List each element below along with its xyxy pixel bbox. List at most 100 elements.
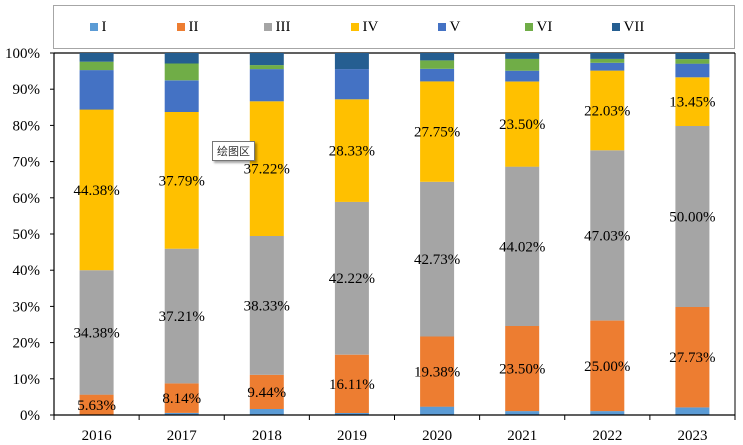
bar-segment-iii-2020[interactable] [420, 181, 455, 337]
bar-segment-i-2021[interactable] [505, 411, 540, 415]
bar-segment-iv-2022[interactable] [590, 70, 625, 151]
bar-segment-ii-2022[interactable] [590, 320, 625, 412]
bar-segment-i-2019[interactable] [334, 413, 369, 415]
bar-segment-iv-2018[interactable] [249, 101, 284, 236]
bar-segment-iii-2022[interactable] [590, 150, 625, 321]
x-tick-label: 2021 [507, 428, 537, 444]
bar-segment-iii-2019[interactable] [334, 201, 369, 355]
bar-segment-vii-2018[interactable] [249, 53, 284, 66]
bar-segment-iii-2021[interactable] [505, 166, 540, 326]
bar-segment-vii-2021[interactable] [505, 53, 540, 59]
data-label: 5.63% [77, 398, 116, 414]
legend-label: III [275, 18, 291, 35]
x-tick-label: 2019 [337, 428, 367, 444]
bar-segment-vii-2017[interactable] [164, 53, 199, 64]
legend-swatch [437, 23, 446, 31]
bar-segment-ii-2016[interactable] [79, 394, 114, 415]
bar-segment-v-2022[interactable] [590, 62, 625, 71]
y-tick-label: 10% [13, 372, 41, 388]
data-label: 8.14% [162, 391, 201, 407]
bar-segment-iv-2023[interactable] [675, 77, 710, 126]
bar-segment-iii-2016[interactable] [79, 270, 114, 395]
legend-item-vii[interactable]: VII [611, 19, 699, 36]
bar-segment-v-2021[interactable] [505, 70, 540, 82]
bar-segment-iv-2019[interactable] [334, 99, 369, 202]
bar-segment-v-2019[interactable] [334, 69, 369, 100]
bar-segment-vi-2020[interactable] [420, 60, 455, 69]
bar-segment-vii-2022[interactable] [590, 53, 625, 59]
data-label: 13.45% [669, 95, 715, 111]
y-tick-label: 80% [13, 118, 41, 134]
bar-segment-iii-2023[interactable] [675, 126, 710, 307]
y-tick-label: 50% [13, 227, 41, 243]
bar-segment-v-2020[interactable] [420, 68, 455, 82]
data-label: 37.22% [244, 162, 290, 178]
legend-label: VI [536, 18, 553, 35]
bar-segment-ii-2018[interactable] [249, 374, 284, 409]
y-tick-label: 30% [13, 299, 41, 315]
x-tick-label: 2023 [677, 428, 707, 444]
data-label: 28.33% [329, 144, 375, 160]
legend[interactable]: I II III IV V VI VII [53, 5, 735, 49]
bar-segment-vii-2020[interactable] [420, 53, 455, 61]
bar-segment-vii-2023[interactable] [675, 53, 710, 60]
legend-item-iv[interactable]: IV [350, 19, 438, 36]
data-label: 44.38% [73, 183, 119, 199]
bar-segment-iii-2018[interactable] [249, 236, 284, 375]
legend-item-iii[interactable]: III [263, 18, 351, 36]
bar-segment-i-2017[interactable] [164, 412, 199, 415]
y-tick-label: 60% [13, 191, 41, 207]
x-tick-label: 2018 [252, 428, 282, 444]
bar-segment-vi-2016[interactable] [79, 61, 114, 71]
y-tick-label: 20% [13, 336, 41, 352]
bar-segment-v-2017[interactable] [164, 80, 199, 112]
bar-segment-v-2016[interactable] [79, 70, 114, 110]
bar-segment-vii-2019[interactable] [334, 53, 369, 70]
axes-group: 0% 10% 20% 30% 40% 50% 60% 70% 80% 90% 100% 2016 201… [5, 46, 736, 444]
bar-segment-iv-2016[interactable] [79, 109, 114, 271]
bar-segment-ii-2017[interactable] [164, 383, 199, 413]
data-label: 25.00% [584, 359, 630, 375]
plot-area-tooltip: 绘图区 [212, 141, 255, 161]
data-label: 38.33% [244, 298, 290, 314]
bar-segment-v-2023[interactable] [675, 63, 710, 78]
data-label: 9.44% [247, 385, 286, 401]
bar-segment-ii-2021[interactable] [505, 326, 540, 412]
bar-segment-i-2023[interactable] [675, 407, 710, 415]
x-tick-label: 2016 [82, 428, 113, 444]
bar-segment-i-2018[interactable] [249, 409, 284, 415]
bar-segment-ii-2019[interactable] [334, 354, 369, 413]
bar-segment-iv-2020[interactable] [420, 81, 455, 182]
bar-segment-ii-2020[interactable] [420, 336, 455, 407]
legend-item-i[interactable]: I [89, 19, 177, 36]
legend-item-vi[interactable]: VI [524, 18, 612, 36]
bar-segment-ii-2023[interactable] [675, 307, 710, 408]
bar-segment-i-2020[interactable] [420, 406, 455, 415]
data-label: 27.73% [669, 350, 715, 366]
bar-segment-vi-2022[interactable] [590, 58, 625, 63]
bar-segment-vi-2021[interactable] [505, 58, 540, 71]
bars-group [79, 53, 710, 415]
bar-segment-iv-2021[interactable] [505, 81, 540, 167]
data-label: 37.21% [159, 309, 205, 325]
bar-segment-vi-2023[interactable] [675, 59, 710, 64]
bar-segment-v-2018[interactable] [249, 69, 284, 102]
y-tick-label: 90% [13, 82, 41, 98]
data-label: 23.50% [499, 117, 545, 133]
data-labels-group: 5.63% 34.38% 44.38% 8.14% 37.21% 37.79% 9.44% 3… [73, 95, 715, 414]
data-label: 37.79% [159, 173, 205, 189]
legend-swatch [524, 23, 533, 31]
data-label: 47.03% [584, 229, 630, 245]
legend-item-v[interactable]: V [437, 19, 525, 36]
bar-segment-iv-2017[interactable] [164, 111, 199, 249]
bar-segment-vi-2018[interactable] [249, 65, 284, 70]
data-label: 44.02% [499, 239, 545, 255]
plot-area[interactable] [54, 52, 736, 415]
legend-item-ii[interactable]: II [176, 19, 264, 36]
legend-swatch [611, 23, 620, 31]
x-tick-label: 2022 [592, 428, 622, 444]
bar-segment-vi-2017[interactable] [164, 63, 199, 81]
bar-segment-i-2022[interactable] [590, 411, 625, 415]
bar-segment-iii-2017[interactable] [164, 248, 199, 384]
bar-segment-vii-2016[interactable] [79, 53, 114, 62]
